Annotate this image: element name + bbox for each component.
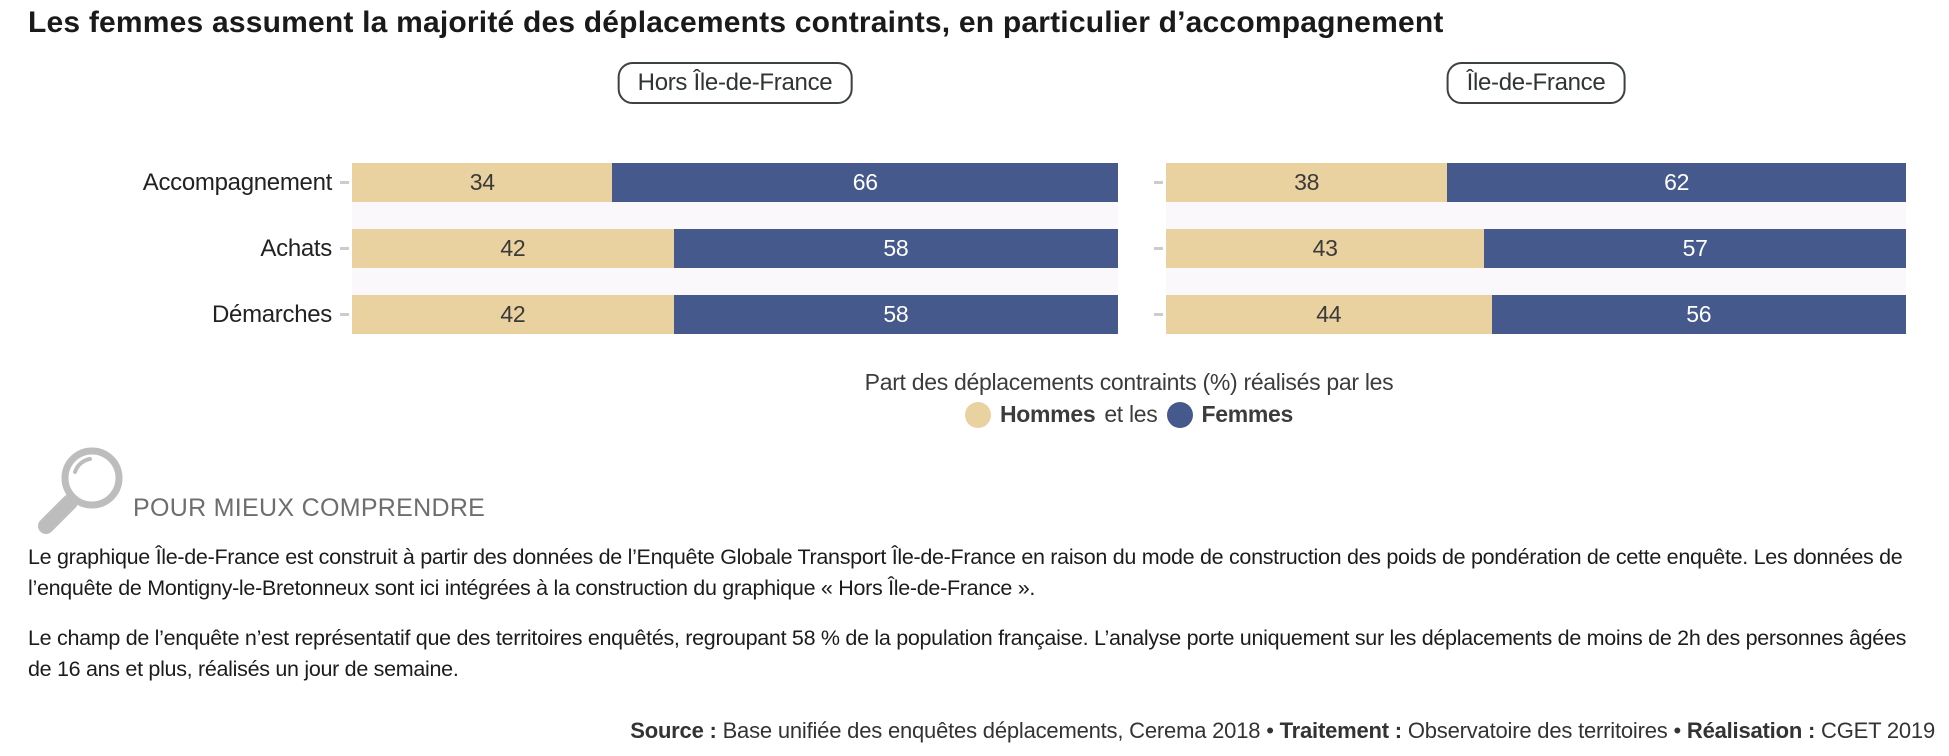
bar-segment-femmes: 66 — [612, 163, 1118, 202]
source-label: Réalisation : — [1686, 718, 1816, 743]
legend-items: Hommes et les Femmes — [352, 401, 1906, 428]
chart-idf: 38 62 43 57 44 56 — [1154, 163, 1906, 334]
bar-segment-femmes: 57 — [1484, 229, 1906, 268]
bar-segment-hommes: 38 — [1166, 163, 1448, 202]
axis-tick — [1154, 247, 1163, 250]
legend-caption: Part des déplacements contraints (%) réa… — [864, 369, 1394, 395]
legend-label-femmes: Femmes — [1201, 401, 1294, 427]
bar-row: 42 58 — [340, 295, 1118, 334]
axis-tick — [1154, 181, 1163, 184]
page-title: Les femmes assument la majorité des dépl… — [28, 6, 1444, 39]
source-label: Traitement : — [1279, 718, 1402, 743]
source-label: Source : — [630, 718, 717, 743]
chart-legend: Part des déplacements contraints (%) réa… — [352, 369, 1906, 428]
bar-row: 42 58 — [340, 229, 1118, 268]
legend-text: et les — [1104, 401, 1158, 427]
source-line: Source : Base unifiée des enquêtes dépla… — [28, 718, 1935, 744]
magnifier-icon — [34, 444, 130, 545]
category-labels: Accompagnement Achats Démarches — [0, 163, 333, 361]
panel-header-hors-idf: Hors Île-de-France — [617, 62, 853, 104]
axis-tick — [1154, 313, 1163, 316]
chart-hors-idf: 34 66 42 58 42 58 — [340, 163, 1118, 334]
bar-row: 34 66 — [340, 163, 1118, 202]
note-paragraph-1: Le graphique Île-de-France est construit… — [28, 545, 1903, 600]
source-value: Observatoire des territoires • — [1401, 718, 1687, 743]
legend-label-hommes: Hommes — [999, 401, 1096, 427]
category-label: Achats — [260, 235, 332, 262]
category-label: Démarches — [211, 301, 332, 328]
bar-segment-femmes: 56 — [1491, 295, 1906, 334]
bar-segment-femmes: 62 — [1447, 163, 1906, 202]
bar-segment-femmes: 58 — [673, 229, 1118, 268]
bar-segment-hommes: 42 — [352, 229, 674, 268]
bar-row: 44 56 — [1154, 295, 1906, 334]
bar-row: 38 62 — [1154, 163, 1906, 202]
bar-segment-hommes: 34 — [352, 163, 613, 202]
bar-segment-hommes: 44 — [1166, 295, 1492, 334]
panel-header-idf: Île-de-France — [1446, 62, 1626, 104]
note-paragraph-2: Le champ de l’enquête n’est représentati… — [28, 626, 1907, 681]
femmes-legend-dot — [1166, 401, 1193, 428]
bar-row: 43 57 — [1154, 229, 1906, 268]
hommes-legend-dot — [964, 401, 991, 428]
bar-segment-femmes: 58 — [673, 295, 1118, 334]
note-heading: POUR MIEUX COMPRENDRE — [133, 494, 486, 522]
bar-segment-hommes: 43 — [1166, 229, 1485, 268]
axis-tick — [340, 247, 349, 250]
category-label: Accompagnement — [142, 169, 333, 196]
bar-segment-hommes: 42 — [352, 295, 674, 334]
axis-tick — [340, 313, 349, 316]
axis-tick — [340, 181, 349, 184]
source-value: Base unifiée des enquêtes déplacements, … — [716, 718, 1280, 743]
source-value: CGET 2019 — [1815, 718, 1935, 743]
